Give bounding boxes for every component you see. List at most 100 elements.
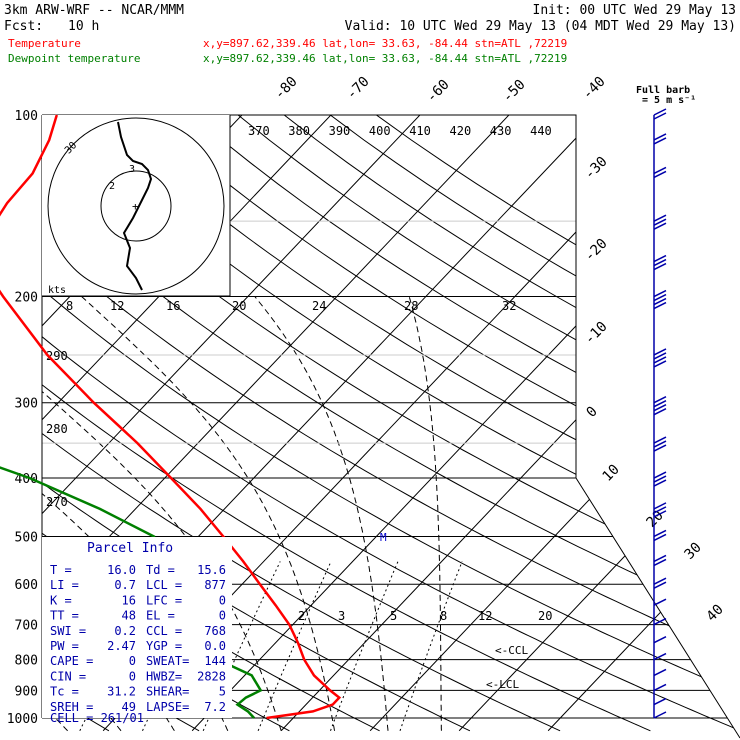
mixing-ratio-label: 2 <box>298 609 305 623</box>
parcel-row-value: 0.0 <box>204 639 226 653</box>
parcel-row-label: TT = <box>50 609 79 623</box>
legend-dewpoint-info: x,y=897.62,339.46 lat,lon= 33.63, -84.44… <box>203 52 567 65</box>
wind-barb <box>653 214 667 230</box>
parcel-row-value: 0 <box>219 593 226 607</box>
theta-label: 430 <box>490 124 512 138</box>
isotherm-label: -60 <box>424 77 453 106</box>
parcel-row-value: 31.2 <box>107 685 136 699</box>
hodograph-ring-inner <box>100 170 172 242</box>
wind-barb-flag <box>653 475 667 483</box>
forecast-label: Fcst: <box>4 19 43 34</box>
wind-barb <box>653 108 667 120</box>
isotherm-label: -50 <box>500 77 529 106</box>
isotherm-label: 40 <box>704 602 727 625</box>
wind-barb-flag <box>653 577 667 585</box>
dry-adiabat-line <box>42 115 740 732</box>
mixing-ratio-label: 3 <box>338 609 345 623</box>
wind-barb <box>653 697 667 706</box>
dry-adiabat-line <box>191 115 740 732</box>
wind-barb-flag <box>653 533 667 542</box>
wind-barb <box>653 396 667 416</box>
wind-barb-flag <box>653 133 667 141</box>
hodograph-trace <box>117 121 153 291</box>
wind-barb <box>653 683 667 692</box>
wind-barb-flag <box>653 617 667 626</box>
wind-barb-flag <box>653 108 667 116</box>
isotherm-label: -70 <box>344 74 373 103</box>
parcel-row-label: SWI = <box>50 624 86 638</box>
parcel-row-value: 0.2 <box>114 624 136 638</box>
parcel-row-value: 15.6 <box>197 563 226 577</box>
wind-barb-flag <box>653 581 667 589</box>
parcel-row-label: SREH = <box>50 700 93 714</box>
wind-barb-flag <box>653 697 667 706</box>
hodograph-x-tick-label: 8 <box>66 299 73 313</box>
wind-barb <box>653 133 667 145</box>
wind-barb <box>653 254 667 271</box>
wind-barb-flag <box>653 558 667 567</box>
wind-barb-flag <box>653 258 667 267</box>
mixing-ratio-label: 20 <box>538 609 552 623</box>
theta-label: 390 <box>329 124 351 138</box>
theta-label: 380 <box>288 124 310 138</box>
pressure-label: 1000 <box>7 712 38 727</box>
parcel-row-value: 768 <box>204 624 226 638</box>
theta-left-label: 270 <box>46 495 68 509</box>
level-marker: M <box>380 531 387 544</box>
hodograph-center-mark: + <box>132 200 139 213</box>
theta-label: 410 <box>409 124 431 138</box>
wind-barb-flag <box>653 479 667 487</box>
parcel-row-label: CIN = <box>50 669 86 683</box>
parcel-row-label: LI = <box>50 578 79 592</box>
dry-adiabat-line <box>42 115 651 732</box>
parcel-row-label: T = <box>50 563 72 577</box>
dry-adiabat-line <box>145 115 740 732</box>
parcel-row-label: Tc = <box>50 685 79 699</box>
isotherm-line <box>280 115 740 732</box>
dry-adiabat-line <box>0 115 19 731</box>
wind-barb <box>653 668 667 677</box>
parcel-row-value: 0 <box>219 609 226 623</box>
hodograph-background <box>42 115 230 296</box>
wind-barb-flag <box>653 352 667 360</box>
parcel-row-value: 144 <box>204 654 226 668</box>
hodograph-ring-outer <box>47 117 225 295</box>
isotherm-line <box>369 115 740 732</box>
parcel-row-value: 16 <box>122 593 136 607</box>
parcel-row-label: Td = <box>146 563 175 577</box>
moist-adiabat-line <box>42 296 282 731</box>
parcel-row-label: HWBZ= <box>146 669 182 683</box>
wind-barb-flag <box>653 396 667 404</box>
hodograph-x-tick-label: 16 <box>166 299 180 313</box>
wind-barb-flag <box>653 711 667 719</box>
dry-adiabat-line <box>42 115 740 732</box>
parcel-row-label: LCL = <box>146 578 182 592</box>
wind-barb-flag <box>653 635 667 644</box>
wind-barb-flag <box>653 400 667 408</box>
mixing-ratio-line <box>202 561 281 732</box>
theta-label: 420 <box>450 124 472 138</box>
isotherm-labels: -80 -70 -60 -50 -40 -30 -20 -10 0 10 20 30 40 <box>272 74 727 625</box>
wind-barb <box>653 652 667 661</box>
parcel-row-value: 7.2 <box>204 700 226 714</box>
wind-barb <box>653 502 667 518</box>
isotherm-line <box>42 115 523 732</box>
isotherm-label: -80 <box>272 74 301 103</box>
wind-barb-flag <box>653 408 667 416</box>
wind-barb-flag <box>653 668 667 677</box>
pressure-label: 900 <box>15 684 38 699</box>
wind-barb <box>653 529 667 542</box>
parcel-row-label: SWEAT= <box>146 654 189 668</box>
wind-barb <box>653 617 667 626</box>
wind-barb-flag <box>653 440 667 448</box>
parcel-row-label: LFC = <box>146 593 182 607</box>
mixing-ratio-line <box>330 561 399 731</box>
parcel-row-value: 49 <box>122 700 136 714</box>
parcel-row-label: CAPE = <box>50 654 93 668</box>
wind-barb <box>653 166 667 179</box>
isotherm-label: 20 <box>644 508 667 531</box>
wind-barb-flag <box>653 510 667 518</box>
upper-temp-label: 28 <box>404 299 418 313</box>
wind-barb <box>653 436 667 452</box>
